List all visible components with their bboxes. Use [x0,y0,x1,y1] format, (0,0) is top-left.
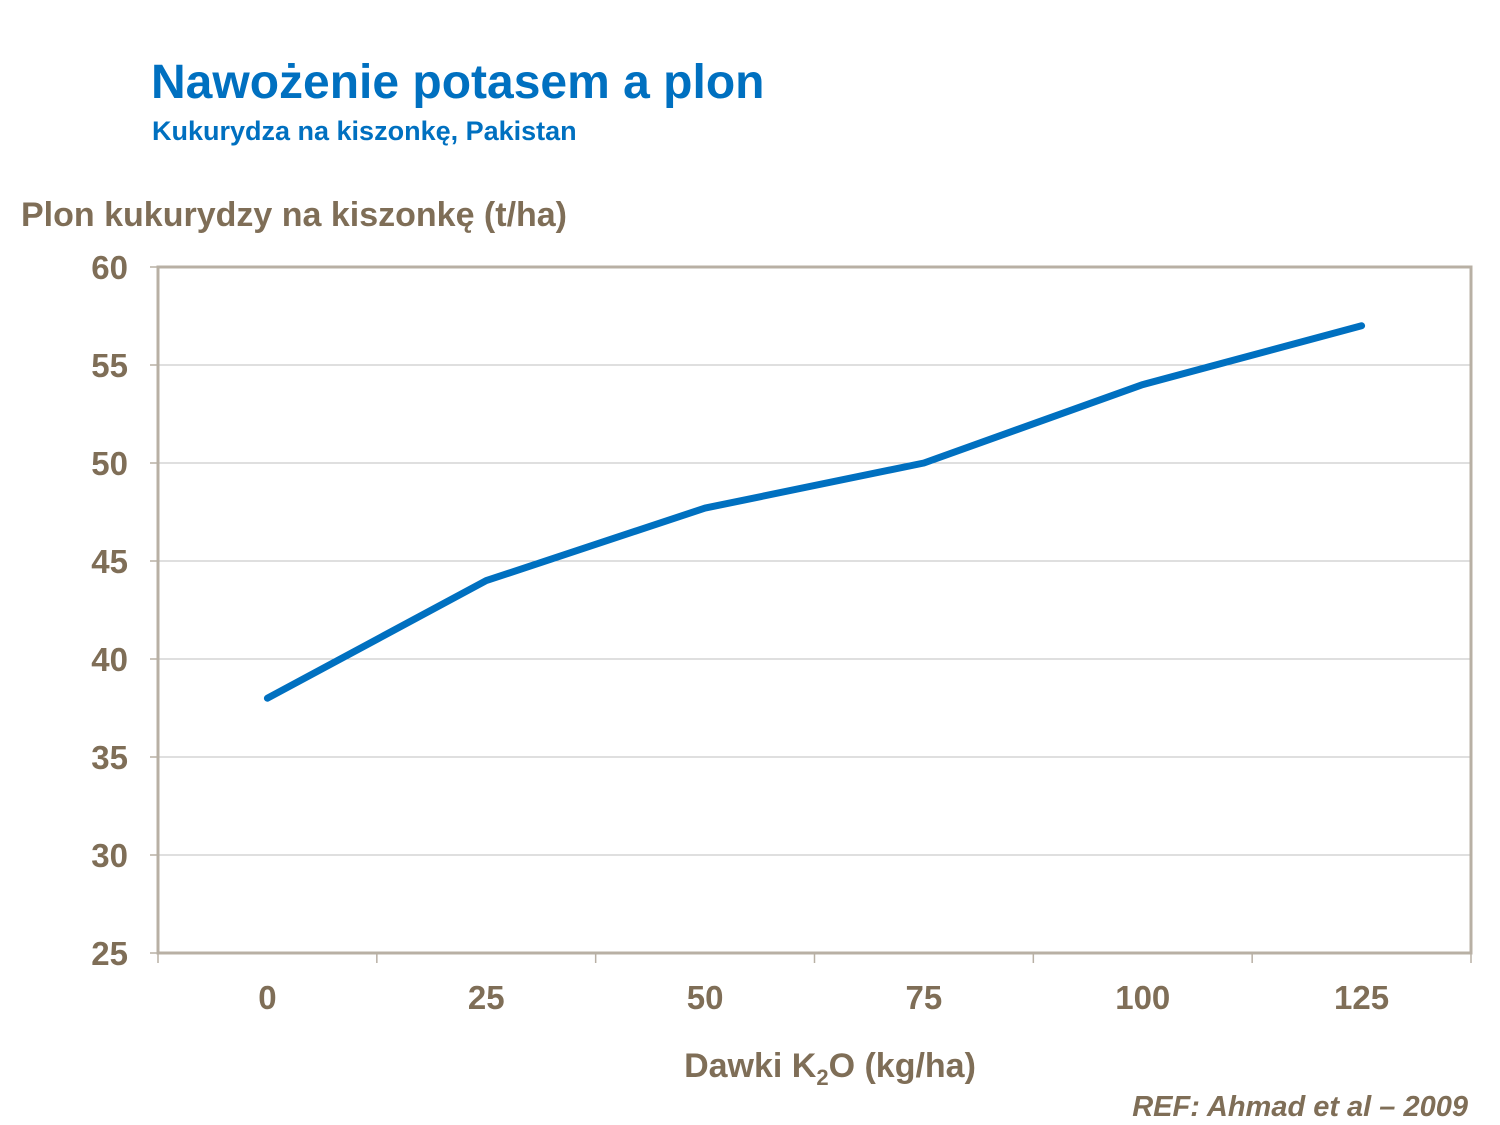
reference-note: REF: Ahmad et al – 2009 [1132,1091,1468,1123]
x-tick-label-125: 125 [1334,979,1389,1016]
x-axis-label-before: Dawki K [684,1047,817,1085]
x-tick-label-25: 25 [468,979,505,1016]
y-tick-label-40: 40 [91,641,128,678]
y-tick-label-45: 45 [91,543,128,580]
x-axis-label-subscript: 2 [816,1064,829,1090]
series-line-0 [263,322,1366,702]
x-axis-label-after: O (kg/ha) [828,1047,976,1085]
y-tick-label-55: 55 [91,347,128,384]
x-tick-label-75: 75 [906,979,943,1016]
x-tick-label-50: 50 [687,979,724,1016]
x-tick-label-0: 0 [258,979,276,1016]
y-tick-label-25: 25 [91,935,128,972]
y-tick-label-30: 30 [91,837,128,874]
y-tick-label-60: 60 [91,249,128,286]
y-tick-label-50: 50 [91,445,128,482]
x-axis-label: Dawki K2O (kg/ha) [0,1047,1500,1091]
plot-frame [156,265,1473,955]
chart-title: Nawożenie potasem a plon [151,56,765,109]
chart-subtitle: Kukurydza na kiszonkę, Pakistan [152,116,577,146]
y-tick-label-35: 35 [91,739,128,776]
x-tick-label-100: 100 [1115,979,1170,1016]
y-axis-label: Plon kukurydzy na kiszonkę (t/ha) [21,196,568,234]
